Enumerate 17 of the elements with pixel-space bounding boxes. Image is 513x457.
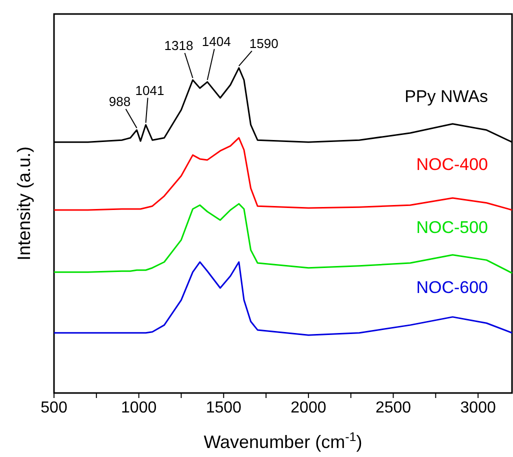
x-tick-label: 500	[40, 399, 68, 416]
x-tick-label: 2500	[375, 399, 412, 416]
annotation: 988	[108, 94, 131, 110]
series-label: PPy NWAs	[404, 87, 488, 106]
annotation: 1590	[249, 36, 278, 51]
series-label: NOC-500	[416, 218, 488, 238]
x-axis-title: Wavenumber (cm$^{-1}$)	[204, 430, 362, 452]
y-axis-title: Intensity (a.u.)	[14, 146, 34, 261]
series-label: NOC-400	[416, 155, 488, 174]
series-label: NOC-600	[416, 278, 488, 297]
x-tick-label: 2000	[290, 399, 326, 416]
x-tick-label: 1000	[121, 399, 157, 416]
x-tick-label: 3000	[460, 399, 496, 416]
x-tick-label: 1500	[206, 399, 242, 416]
annotation: 1318	[164, 38, 194, 53]
annotation: 1404	[202, 34, 231, 49]
annotation: 1041	[135, 82, 164, 98]
